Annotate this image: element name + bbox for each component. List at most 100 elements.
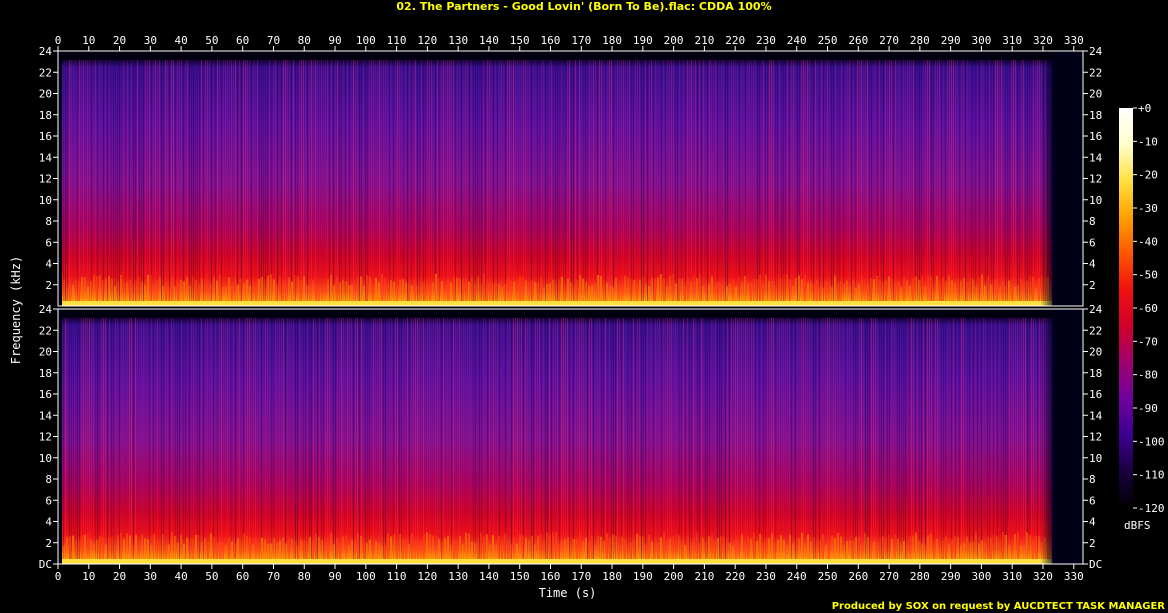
y-tick-label: 24	[39, 45, 53, 58]
spectrum-streak	[849, 317, 850, 560]
low-band-streak	[516, 278, 518, 302]
low-band-streak	[636, 533, 638, 560]
spectrum-streak	[493, 59, 494, 302]
low-band-streak	[174, 535, 176, 560]
spectrum-streak	[381, 59, 382, 302]
spectrum-streak	[251, 59, 252, 302]
spectrum-streak	[623, 317, 624, 560]
spectrum-streak	[89, 317, 90, 560]
spectrum-streak	[465, 317, 466, 560]
spectrum-streak	[1015, 59, 1016, 302]
spectrum-streak	[841, 59, 842, 302]
y-tick-label: 18	[1089, 109, 1102, 122]
spectrum-streak	[699, 59, 700, 302]
low-band-streak	[795, 277, 797, 302]
low-band-streak	[684, 545, 686, 560]
x-tick-label: 240	[787, 570, 807, 583]
spectrum-streak	[93, 317, 94, 560]
spectrum-streak	[823, 59, 824, 302]
low-band-streak	[558, 279, 560, 302]
spectrum-streak	[325, 317, 326, 560]
spectrum-streak	[379, 59, 380, 302]
spectrum-streak	[615, 317, 616, 560]
low-band-streak	[546, 284, 548, 302]
low-band-streak	[543, 287, 545, 302]
low-band-streak	[657, 543, 659, 560]
spectrum-streak	[417, 59, 418, 302]
spectrum-streak	[947, 317, 948, 560]
low-band-streak	[897, 280, 899, 302]
low-band-streak	[894, 535, 896, 560]
low-band-streak	[798, 538, 800, 560]
low-band-streak	[153, 283, 155, 302]
low-band-streak	[651, 278, 653, 302]
spectrum-streak	[417, 317, 418, 560]
spectrum-streak	[385, 317, 386, 560]
low-band-streak	[762, 283, 764, 302]
low-band-streak	[1035, 536, 1037, 560]
spectrum-streak	[551, 59, 552, 302]
spectrum-streak	[177, 59, 178, 302]
spectrum-streak	[923, 317, 924, 560]
low-band-streak	[462, 544, 464, 560]
spectrum-streak	[927, 317, 928, 560]
spectrum-streak	[139, 317, 140, 560]
spectrum-streak	[295, 317, 296, 560]
spectrum-streak	[85, 59, 86, 302]
spectrum-streak	[697, 317, 698, 560]
spectrum-streak	[1027, 59, 1028, 302]
spectrum-streak	[991, 59, 992, 302]
spectrum-streak	[973, 317, 974, 560]
spectrum-streak	[437, 317, 438, 560]
spectrum-streak	[421, 317, 422, 560]
spectrum-streak	[553, 59, 554, 302]
spectrum-streak	[495, 59, 496, 302]
low-band-streak	[873, 279, 875, 302]
low-band-streak	[1011, 286, 1013, 302]
x-tick-label: 50	[205, 34, 218, 47]
spectrum-streak	[805, 317, 806, 560]
low-band-streak	[90, 539, 92, 560]
spectrum-streak	[1035, 317, 1036, 560]
spectrum-streak	[1023, 59, 1024, 302]
spectrum-streak	[91, 59, 92, 302]
colorbar-tick-label: -20	[1138, 169, 1158, 182]
spectrum-streak	[119, 317, 120, 560]
low-band-streak	[216, 280, 218, 302]
spectrum-streak	[81, 59, 82, 302]
low-band-streak	[684, 286, 686, 302]
low-band-streak	[537, 535, 539, 560]
low-band-streak	[297, 545, 299, 560]
spectrum-streak	[997, 59, 998, 302]
low-band-streak	[195, 534, 197, 560]
spectrum-streak	[321, 317, 322, 560]
x-tick-label: 250	[818, 34, 838, 47]
x-tick-label: 140	[479, 34, 499, 47]
spectrum-streak	[981, 317, 982, 560]
spectrum-streak	[885, 59, 886, 302]
spectrum-streak	[353, 317, 354, 560]
spectrum-streak	[933, 317, 934, 560]
spectrum-streak	[207, 317, 208, 560]
low-band-streak	[645, 545, 647, 560]
spectrum-streak	[245, 317, 246, 560]
spectrum-streak	[683, 59, 684, 302]
low-band-streak	[606, 533, 608, 560]
spectrum-streak	[147, 317, 148, 560]
x-tick-label: 270	[879, 570, 899, 583]
low-band-streak	[567, 278, 569, 302]
low-band-streak	[354, 540, 356, 560]
low-band-streak	[99, 275, 101, 302]
low-band-streak	[78, 539, 80, 560]
low-band-streak	[753, 278, 755, 302]
y-tick-label: 10	[1089, 452, 1102, 465]
low-band-streak	[288, 537, 290, 560]
low-band-streak	[702, 538, 704, 560]
spectrum-streak	[195, 317, 196, 560]
spectrum-streak	[357, 317, 358, 560]
x-tick-label: 90	[328, 34, 341, 47]
spectrum-streak	[971, 317, 972, 560]
spectrum-streak	[657, 317, 658, 560]
spectrum-streak	[355, 59, 356, 302]
low-band-streak	[558, 543, 560, 560]
